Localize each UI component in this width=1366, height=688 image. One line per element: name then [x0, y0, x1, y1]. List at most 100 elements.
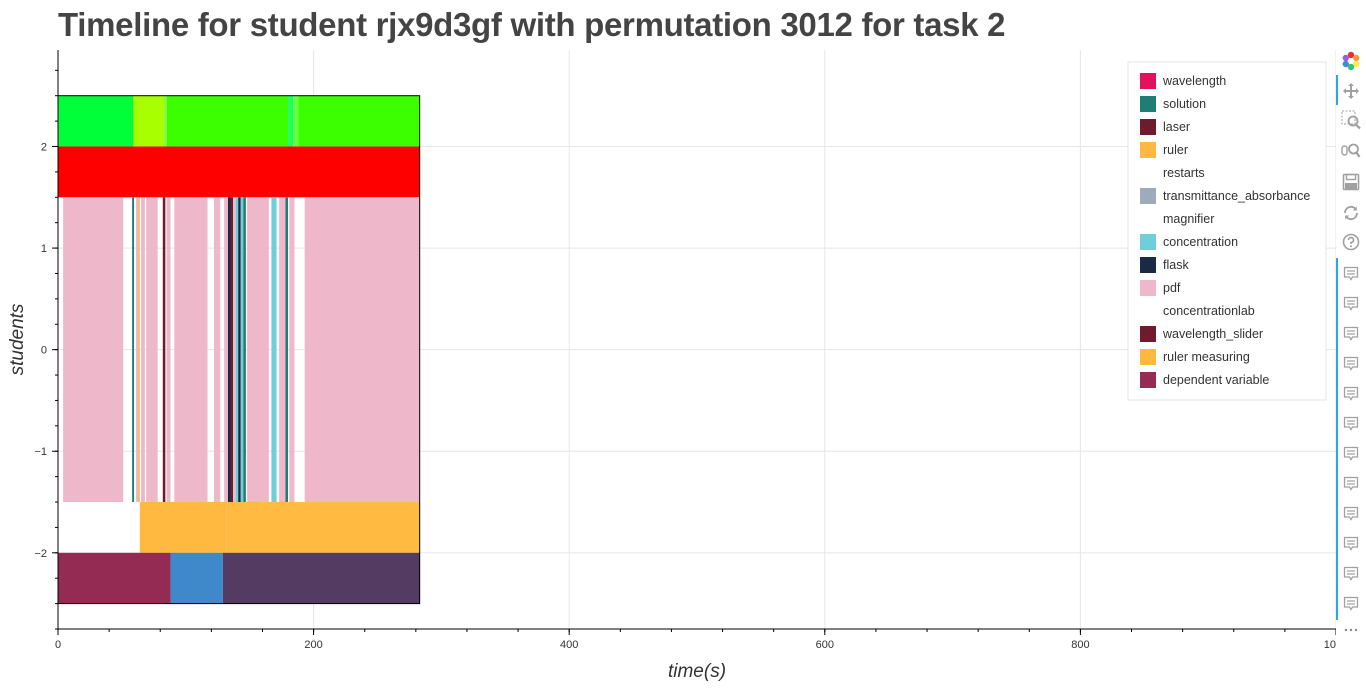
timeline-segment	[146, 197, 158, 503]
help-icon[interactable]	[1340, 231, 1362, 253]
hover-icon[interactable]	[1340, 503, 1362, 525]
hover-icon[interactable]	[1340, 323, 1362, 345]
legend: wavelength solution laser ruler restarts tran…	[1127, 61, 1327, 401]
legend-swatch	[1140, 372, 1156, 388]
timeline-segment	[293, 95, 299, 147]
legend-swatch	[1140, 234, 1156, 250]
legend-label: magnifier	[1163, 212, 1214, 226]
y-tick-label: −1	[34, 446, 47, 458]
hover-icon[interactable]	[1340, 443, 1362, 465]
timeline-segment	[230, 197, 234, 503]
timeline-segment	[238, 197, 241, 503]
legend-box	[1127, 61, 1327, 401]
hover-icon[interactable]	[1340, 353, 1362, 375]
wheel-zoom-icon[interactable]	[1340, 140, 1362, 162]
timeline-segment	[271, 197, 277, 503]
y-tick-label: 1	[41, 243, 47, 255]
timeline-segment	[222, 552, 420, 604]
y-tick-label: 0	[41, 345, 47, 357]
timeline-segment	[288, 95, 294, 147]
save-icon[interactable]	[1340, 171, 1362, 193]
legend-swatch	[1140, 280, 1156, 296]
timeline-segment	[166, 197, 171, 503]
timeline-segment	[279, 197, 286, 503]
hover-icon[interactable]	[1340, 473, 1362, 495]
legend-label: pdf	[1163, 281, 1181, 295]
legend-swatch	[1140, 96, 1156, 112]
legend-label: ruler measuring	[1163, 350, 1250, 364]
legend-label: flask	[1163, 258, 1189, 272]
legend-swatch	[1140, 257, 1156, 273]
x-tick-label: 1000	[1324, 639, 1336, 651]
timeline-bars	[58, 95, 420, 604]
timeline-segment	[243, 197, 246, 503]
legend-label: concentrationlab	[1163, 304, 1255, 318]
timeline-segment	[133, 95, 165, 147]
active-tool-indicator	[1336, 75, 1338, 105]
timeline-segment	[226, 502, 420, 553]
hover-icon[interactable]	[1340, 563, 1362, 585]
hover-icon[interactable]	[1340, 293, 1362, 315]
hover-icon[interactable]	[1340, 413, 1362, 435]
plot-toolbar	[1336, 48, 1366, 688]
timeline-segment	[138, 197, 140, 503]
timeline-segment	[58, 95, 134, 147]
timeline-segment	[164, 95, 167, 147]
legend-label: laser	[1163, 120, 1190, 134]
active-tool-indicator	[1336, 258, 1338, 620]
legend-label: restarts	[1163, 166, 1205, 180]
legend-label: solution	[1163, 97, 1206, 111]
legend-swatch	[1140, 326, 1156, 342]
timeline-chart[interactable]: 0 200 400 600 800 1000 2 1 0 −1 −2 wavelength solut…	[0, 0, 1336, 683]
legend-label: ruler	[1163, 143, 1188, 157]
x-tick-label: 800	[1071, 639, 1089, 651]
legend-label: wavelength_slider	[1162, 327, 1263, 341]
timeline-segment	[233, 197, 236, 503]
axes: 0 200 400 600 800 1000 2 1 0 −1 −2	[34, 50, 1336, 651]
legend-swatch	[1140, 73, 1156, 89]
x-tick-label: 200	[304, 639, 322, 651]
box-zoom-icon[interactable]	[1340, 109, 1362, 131]
timeline-segment	[139, 502, 227, 553]
timeline-segment	[227, 197, 231, 503]
pan-icon[interactable]	[1340, 80, 1362, 102]
hover-icon[interactable]	[1340, 533, 1362, 555]
timeline-segment	[285, 197, 289, 503]
y-axis-title: students	[7, 303, 28, 375]
timeline-segment	[289, 197, 295, 503]
timeline-segment	[298, 95, 420, 147]
legend-swatch	[1140, 349, 1156, 365]
timeline-segment	[141, 197, 145, 503]
x-tick-label: 600	[816, 639, 834, 651]
timeline-segment	[58, 552, 171, 604]
bokeh-logo-icon[interactable]	[1340, 50, 1362, 72]
timeline-segment	[135, 197, 139, 503]
timeline-segment	[132, 197, 135, 503]
legend-label: dependent variable	[1163, 373, 1269, 387]
timeline-segment	[162, 197, 166, 503]
reset-icon[interactable]	[1340, 202, 1362, 224]
timeline-segment	[240, 197, 244, 503]
timeline-segment	[247, 197, 269, 503]
legend-label: wavelength	[1162, 74, 1226, 88]
legend-label: transmittance_absorbance	[1163, 189, 1310, 203]
y-tick-label: 2	[41, 142, 47, 154]
hover-icon[interactable]	[1340, 593, 1362, 615]
timeline-segment	[170, 552, 223, 604]
chart-title: Timeline for student rjx9d3gf with permu…	[58, 6, 1006, 43]
timeline-segment	[174, 197, 208, 503]
timeline-segment	[166, 95, 289, 147]
legend-swatch	[1140, 119, 1156, 135]
timeline-segment	[213, 197, 221, 503]
x-tick-label: 0	[55, 639, 61, 651]
timeline-segment	[235, 197, 239, 503]
timeline-segment	[224, 197, 228, 503]
timeline-segment	[304, 197, 420, 503]
more-icon[interactable]	[1340, 619, 1362, 641]
legend-swatch	[1140, 188, 1156, 204]
x-axis-title: time(s)	[668, 661, 726, 682]
hover-icon[interactable]	[1340, 263, 1362, 285]
timeline-segment	[58, 146, 420, 198]
hover-icon[interactable]	[1340, 383, 1362, 405]
legend-swatch	[1140, 142, 1156, 158]
